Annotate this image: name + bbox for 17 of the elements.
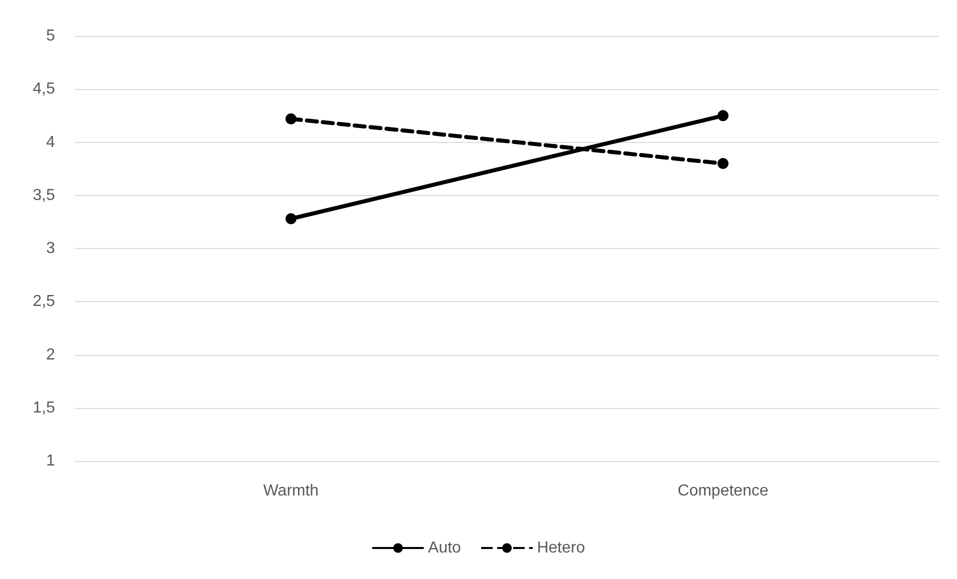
x-tick-label: Warmth [263, 482, 319, 500]
point [286, 213, 296, 224]
point [718, 158, 728, 169]
y-tick-label: 2 [46, 346, 56, 364]
y-tick-label: 1 [46, 452, 56, 470]
y-tick-label: 1,5 [32, 399, 56, 416]
y-tick-label: 3,5 [32, 186, 56, 204]
y-tick-label: 5 [46, 28, 56, 44]
y-tick-label: 4,5 [32, 80, 56, 98]
x-tick-label: Competence [678, 482, 768, 500]
point [286, 113, 296, 124]
y-tick-label: 3 [46, 240, 56, 257]
legend-label: Auto [428, 540, 462, 556]
y-tick-label: 4 [46, 134, 56, 151]
legend-label: Hetero [536, 540, 586, 556]
y-tick-label: 2,5 [32, 293, 56, 310]
point [718, 110, 728, 122]
